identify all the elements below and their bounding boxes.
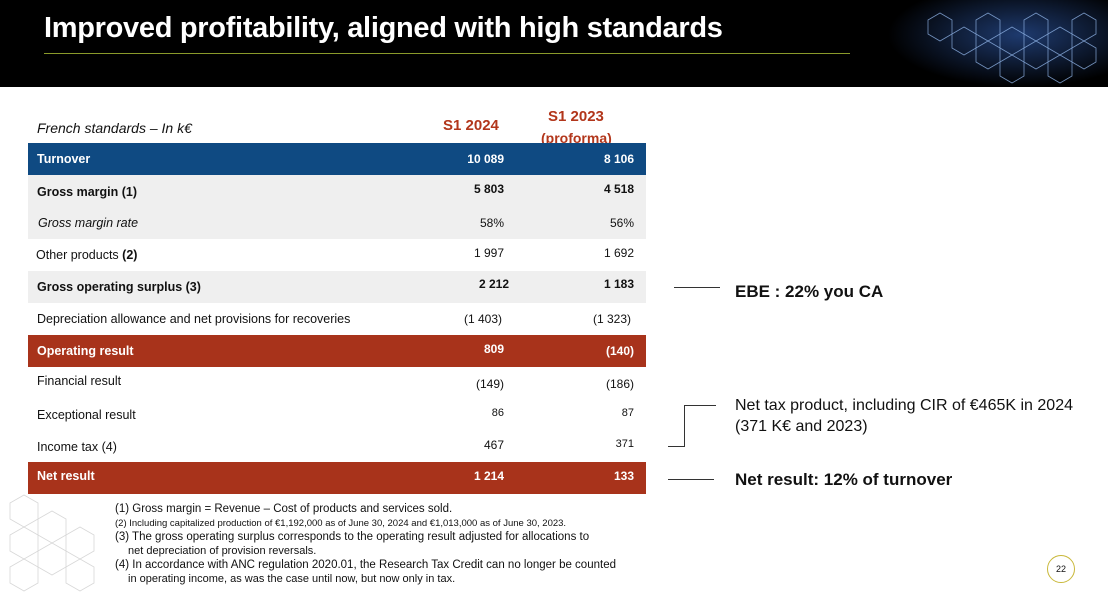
value-s1-2024: 58% — [479, 216, 504, 230]
table-row-income-tax: Income tax (4) 467 371 — [28, 431, 646, 463]
header-bar: Improved profitability, aligned with hig… — [0, 0, 1108, 87]
value-s1-2024: 10 089 — [467, 152, 504, 166]
value-s1-2023: 1 692 — [603, 246, 634, 260]
page-title: Improved profitability, aligned with hig… — [44, 12, 723, 44]
row-label: Gross margin rate — [38, 216, 139, 230]
table-row-other-products: Other products (2) 1 997 1 692 — [28, 239, 646, 271]
footnote-3-continued: net depreciation of provision reversals. — [128, 545, 317, 557]
value-s1-2024: (149) — [475, 377, 504, 391]
annotation-tax-line-2: (371 K€ and 2023) — [735, 418, 868, 435]
connector-ebe — [674, 287, 720, 288]
value-s1-2023: 1 183 — [603, 277, 634, 291]
row-label: Gross operating surplus (3) — [37, 280, 201, 294]
value-s1-2023: (140) — [605, 344, 634, 358]
table-row-net-result: Net result 1 214 133 — [28, 462, 646, 494]
value-s1-2023: 87 — [621, 407, 634, 419]
connector-tax-vertical — [684, 405, 685, 446]
row-label: Financial result — [37, 374, 122, 388]
value-s1-2024: 809 — [483, 342, 504, 356]
table-row-gross-operating-surplus: Gross operating surplus (3) 2 212 1 183 — [28, 271, 646, 303]
table-row-operating-result: Operating result 809 (140) — [28, 335, 646, 367]
value-s1-2023: 133 — [613, 469, 634, 483]
column-header-s1-2023: S1 2023 — [548, 108, 604, 125]
column-header-s1-2024: S1 2024 — [443, 117, 499, 134]
value-s1-2024: 5 803 — [473, 182, 504, 196]
annotation-net-result: Net result: 12% of turnover — [735, 470, 953, 489]
value-s1-2023: 8 106 — [603, 152, 634, 166]
row-label: Exceptional result — [37, 408, 136, 422]
value-s1-2024: 467 — [483, 438, 504, 452]
value-s1-2024: 1 214 — [473, 469, 504, 483]
connector-tax-bottom — [668, 446, 685, 447]
footnote-4: (4) In accordance with ANC regulation 20… — [115, 559, 616, 571]
hexagon-network-decoration — [888, 0, 1108, 87]
footnote-3: (3) The gross operating surplus correspo… — [115, 531, 590, 543]
footnote-2: (2) Including capitalized production of … — [115, 518, 567, 529]
annotation-tax-line-1: Net tax product, including CIR of €465K … — [735, 397, 1073, 414]
page-number: 22 — [1047, 555, 1075, 583]
value-s1-2023: 56% — [609, 216, 634, 230]
footnote-1: (1) Gross margin = Revenue – Cost of pro… — [115, 503, 453, 515]
column-header-proforma: (proforma) — [541, 130, 612, 146]
title-underline — [44, 53, 850, 54]
row-label: Other products (2) — [36, 248, 137, 262]
hexagon-outline-decoration — [9, 494, 95, 592]
table-row-exceptional-result: Exceptional result 86 87 — [28, 399, 646, 431]
value-s1-2024: 2 212 — [478, 277, 509, 291]
value-s1-2024: 86 — [491, 407, 504, 419]
row-label-text: Other products — [36, 248, 123, 262]
value-s1-2023: (1 323) — [592, 312, 631, 326]
value-s1-2024: (1 403) — [463, 312, 502, 326]
value-s1-2023: 4 518 — [603, 182, 634, 196]
row-label-note-ref: (2) — [122, 248, 138, 262]
annotation-ebe: EBE : 22% you CA — [735, 282, 884, 301]
connector-net-result — [668, 479, 714, 480]
table-row-financial-result: Financial result (149) (186) — [28, 367, 646, 399]
table-row-gross-margin-rate: Gross margin rate 58% 56% — [28, 207, 646, 239]
row-label: Operating result — [37, 344, 134, 358]
footnote-4-continued: in operating income, as was the case unt… — [128, 573, 456, 585]
table-caption: French standards – In k€ — [37, 120, 192, 136]
value-s1-2023: 371 — [615, 438, 634, 450]
row-label: Depreciation allowance and net provision… — [37, 312, 351, 326]
table-row-turnover: Turnover 10 089 8 106 — [28, 143, 646, 175]
table-row-gross-margin: Gross margin (1) 5 803 4 518 — [28, 175, 646, 207]
row-label: Income tax (4) — [37, 440, 117, 454]
table-row-depreciation: Depreciation allowance and net provision… — [28, 303, 646, 335]
connector-tax-top — [684, 405, 716, 406]
row-label: Net result — [37, 469, 95, 483]
value-s1-2023: (186) — [605, 377, 634, 391]
value-s1-2024: 1 997 — [473, 246, 504, 260]
row-label: Turnover — [37, 152, 91, 166]
row-label: Gross margin (1) — [37, 185, 138, 199]
